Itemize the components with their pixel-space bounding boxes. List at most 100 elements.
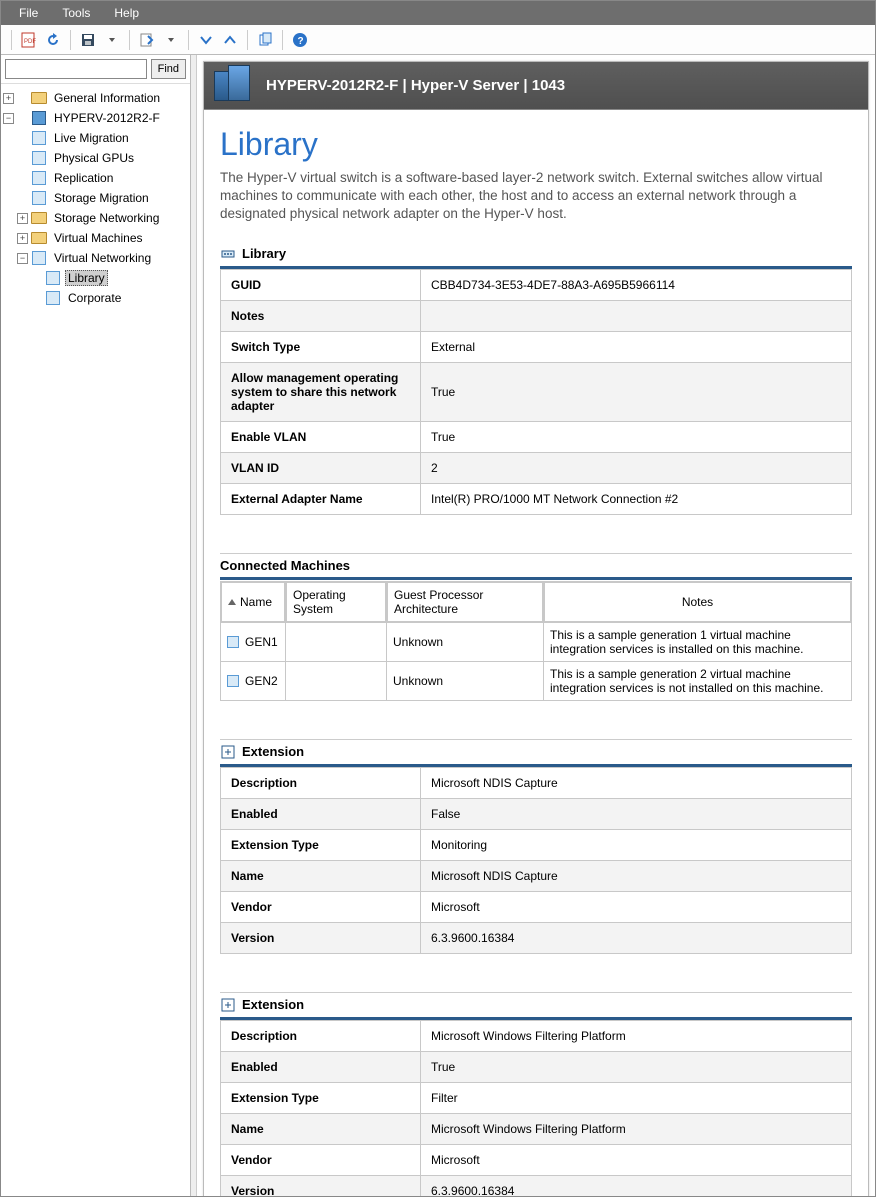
tree-node-server[interactable]: − HYPERV-2012R2-F: [3, 108, 188, 128]
tree-toggle-icon[interactable]: −: [3, 113, 14, 124]
cell-name: GEN1: [221, 623, 285, 661]
cell-notes: This is a sample generation 2 virtual ma…: [544, 662, 851, 700]
tree-node-physical-gpus[interactable]: Physical GPUs: [3, 148, 188, 168]
save-dropdown-icon[interactable]: [101, 29, 123, 51]
table-row: Enable VLANTrue: [221, 421, 852, 452]
splitter[interactable]: [191, 55, 197, 1196]
prop-val: True: [421, 362, 852, 421]
prop-val: Microsoft: [421, 891, 852, 922]
table-row: EnabledFalse: [221, 798, 852, 829]
table-row: VendorMicrosoft: [221, 1144, 852, 1175]
collapse-up-icon[interactable]: [219, 29, 241, 51]
tree-node-virtual-networking[interactable]: − Virtual Networking: [3, 248, 188, 268]
tree-toggle-icon[interactable]: −: [17, 253, 28, 264]
section-title: Extension: [242, 744, 304, 759]
prop-key: Vendor: [221, 1144, 421, 1175]
table-row: VLAN ID2: [221, 452, 852, 483]
find-row: Find: [1, 55, 190, 84]
sort-asc-icon: [228, 599, 236, 605]
menubar: File Tools Help: [1, 1, 875, 25]
section-head-connected: Connected Machines: [220, 553, 852, 580]
table-row: DescriptionMicrosoft NDIS Capture: [221, 767, 852, 798]
toolbar-separator: [282, 30, 283, 50]
content: HYPERV-2012R2-F | Hyper-V Server | 1043 …: [197, 55, 875, 1196]
extension-icon: [220, 997, 236, 1013]
tree-node-general-information[interactable]: + General Information: [3, 88, 188, 108]
edit-icon[interactable]: [136, 29, 158, 51]
page-title: Library: [220, 126, 852, 163]
toolbar: PDF ?: [1, 25, 875, 55]
toolbar-separator: [70, 30, 71, 50]
prop-key: Description: [221, 767, 421, 798]
cell-os: [286, 662, 386, 700]
toolbar-separator: [247, 30, 248, 50]
prop-key: Notes: [221, 300, 421, 331]
prop-key: Enable VLAN: [221, 421, 421, 452]
menu-help[interactable]: Help: [102, 6, 151, 20]
tree-node-library[interactable]: Library: [3, 268, 188, 288]
prop-key: Version: [221, 922, 421, 953]
network-icon: [31, 250, 47, 266]
edit-dropdown-icon[interactable]: [160, 29, 182, 51]
svg-text:?: ?: [298, 36, 304, 47]
find-input[interactable]: [5, 59, 147, 79]
tree-label: General Information: [51, 91, 163, 105]
section-head-extension: Extension: [220, 739, 852, 767]
tree-toggle-icon[interactable]: +: [17, 213, 28, 224]
prop-key: GUID: [221, 269, 421, 300]
prop-key: Vendor: [221, 891, 421, 922]
copy-icon[interactable]: [254, 29, 276, 51]
col-header-os[interactable]: Operating System: [286, 582, 386, 622]
tree-node-storage-networking[interactable]: + Storage Networking: [3, 208, 188, 228]
switch-icon: [45, 270, 61, 286]
connected-machines-table: Name Operating System Guest Processor Ar…: [220, 581, 852, 701]
leaf-icon: [31, 190, 47, 206]
tree-node-storage-migration[interactable]: Storage Migration: [3, 188, 188, 208]
table-row: GEN1 Unknown This is a sample generation…: [221, 623, 851, 661]
tree-node-corporate[interactable]: Corporate: [3, 288, 188, 308]
header-title: HYPERV-2012R2-F | Hyper-V Server | 1043: [266, 77, 565, 94]
tree-toggle-icon[interactable]: +: [3, 93, 14, 104]
col-header-notes[interactable]: Notes: [544, 582, 851, 622]
prop-key: Name: [221, 860, 421, 891]
extension1-table: DescriptionMicrosoft NDIS Capture Enable…: [220, 767, 852, 954]
prop-val: Microsoft NDIS Capture: [421, 860, 852, 891]
table-row: Allow management operating system to sha…: [221, 362, 852, 421]
table-row: Extension TypeFilter: [221, 1082, 852, 1113]
pdf-icon[interactable]: PDF: [18, 29, 40, 51]
prop-val: True: [421, 1051, 852, 1082]
tree-toggle-icon[interactable]: +: [17, 233, 28, 244]
save-icon[interactable]: [77, 29, 99, 51]
tree-node-live-migration[interactable]: Live Migration: [3, 128, 188, 148]
col-header-name[interactable]: Name: [221, 582, 285, 622]
tree: + General Information − HYPERV-2012R2-F …: [1, 84, 190, 1196]
table-row: Switch TypeExternal: [221, 331, 852, 362]
section-title: Connected Machines: [220, 558, 350, 573]
vm-icon: [227, 636, 239, 648]
content-panel: HYPERV-2012R2-F | Hyper-V Server | 1043 …: [203, 61, 869, 1196]
menu-file[interactable]: File: [7, 6, 50, 20]
prop-val: Intel(R) PRO/1000 MT Network Connection …: [421, 483, 852, 514]
prop-key: VLAN ID: [221, 452, 421, 483]
tree-node-virtual-machines[interactable]: + Virtual Machines: [3, 228, 188, 248]
tree-label: HYPERV-2012R2-F: [51, 111, 163, 125]
prop-val: Microsoft NDIS Capture: [421, 767, 852, 798]
section-title: Library: [242, 246, 286, 261]
find-button[interactable]: Find: [151, 59, 186, 79]
col-header-arch[interactable]: Guest Processor Architecture: [387, 582, 543, 622]
prop-key: Allow management operating system to sha…: [221, 362, 421, 421]
svg-text:PDF: PDF: [24, 39, 36, 45]
leaf-icon: [31, 130, 47, 146]
tree-label: Replication: [51, 171, 116, 185]
tree-node-replication[interactable]: Replication: [3, 168, 188, 188]
expand-down-icon[interactable]: [195, 29, 217, 51]
prop-val: 6.3.9600.16384: [421, 922, 852, 953]
table-row: External Adapter NameIntel(R) PRO/1000 M…: [221, 483, 852, 514]
switch-icon: [220, 246, 236, 262]
cell-notes: This is a sample generation 1 virtual ma…: [544, 623, 851, 661]
prop-key: Version: [221, 1175, 421, 1196]
menu-tools[interactable]: Tools: [50, 6, 102, 20]
refresh-icon[interactable]: [42, 29, 64, 51]
help-icon[interactable]: ?: [289, 29, 311, 51]
table-header-row: Name Operating System Guest Processor Ar…: [221, 582, 851, 622]
